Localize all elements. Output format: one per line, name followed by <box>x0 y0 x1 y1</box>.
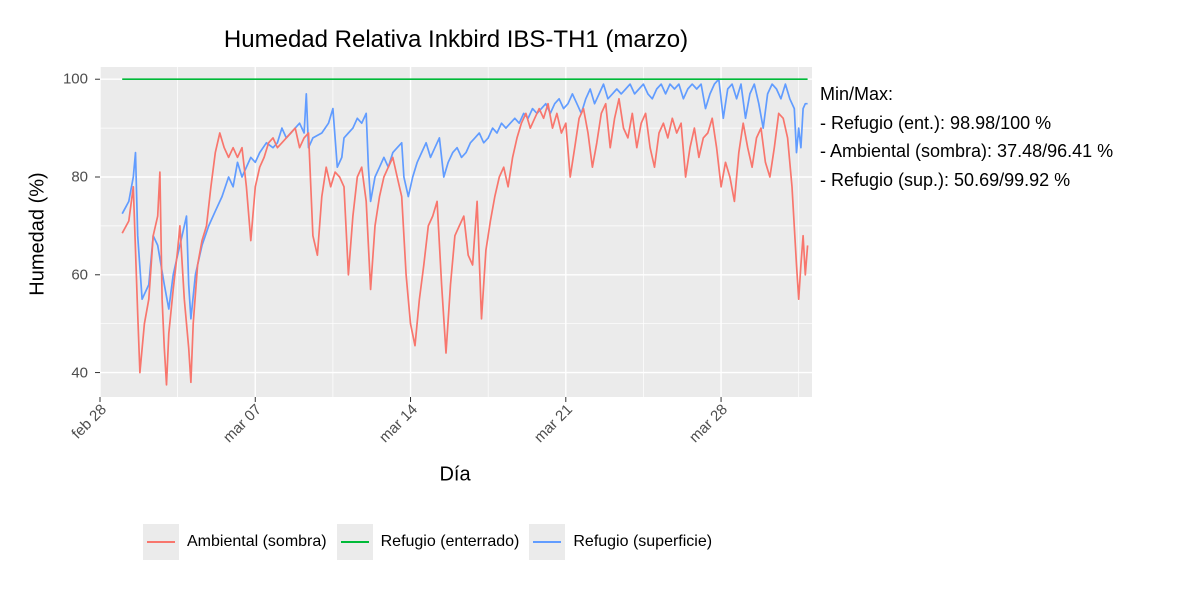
legend-key-enterrado <box>336 524 373 560</box>
y-tick-label: 40 <box>71 364 88 382</box>
y-axis-label: Humedad (%) <box>26 172 49 296</box>
legend-item-enterrado: Refugio (enterrado) <box>336 524 520 560</box>
minmax-heading: Min/Max: <box>820 84 894 104</box>
legend-item-ambiental: Ambiental (sombra) <box>143 524 327 560</box>
legend-item-superficie: Refugio (superficie) <box>529 524 712 560</box>
minmax-annotation: Min/Max: - Refugio (ent.): 98.98/100 % -… <box>820 80 1113 194</box>
y-tick-label: 60 <box>71 266 88 284</box>
legend-key-superficie <box>529 524 566 560</box>
legend-label-enterrado: Refugio (enterrado) <box>380 533 520 550</box>
legend-label-ambiental: Ambiental (sombra) <box>187 533 327 550</box>
series-line-ambiental-sombra <box>121 97 809 386</box>
minmax-ambiental: - Ambiental (sombra): 37.48/96.41 % <box>820 141 1114 161</box>
legend: Ambiental (sombra) Refugio (enterrado) R… <box>143 520 722 564</box>
y-tick-label: 100 <box>62 70 88 88</box>
minmax-refugio-enterrado: - Refugio (ent.): 98.98/100 % <box>820 112 1052 133</box>
legend-label-superficie: Refugio (superficie) <box>573 533 713 550</box>
chart-title: Humedad Relativa Inkbird IBS-TH1 (marzo) <box>223 26 689 53</box>
legend-key-ambiental <box>143 524 179 560</box>
x-axis-label: Día <box>439 463 471 486</box>
y-tick-label: 80 <box>71 168 88 186</box>
series-line-refugio-superficie <box>121 78 808 320</box>
minmax-refugio-superficie: - Refugio (sup.): 50.69/99.92 % <box>820 169 1071 190</box>
axis-ticks <box>95 78 722 402</box>
series-layer <box>121 78 809 386</box>
